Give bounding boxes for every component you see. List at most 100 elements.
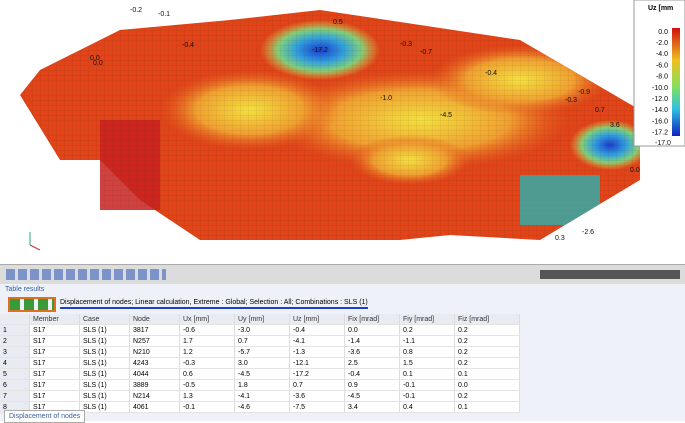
node-value: 0.7 — [595, 107, 605, 114]
table-cell: 0.2 — [455, 391, 520, 402]
table-cell: 1.8 — [235, 380, 290, 391]
column-header: Uy [mm] — [235, 314, 290, 325]
table-cell: -4.5 — [235, 369, 290, 380]
table-cell: 0.8 — [400, 347, 455, 358]
table-cell: 4061 — [130, 402, 180, 413]
node-value: 0.3 — [555, 235, 565, 242]
table-cell: 0.2 — [455, 347, 520, 358]
legend-tick: -8.0 — [656, 74, 668, 81]
table-cell: -1.4 — [345, 336, 400, 347]
table-cell: N257 — [130, 336, 180, 347]
legend-tick: -17.2 — [652, 130, 668, 137]
tab[interactable]: Displacement of nodes — [4, 410, 86, 423]
table-cell: -3.0 — [235, 325, 290, 336]
table-cell: N214 — [130, 391, 180, 402]
table-cell: -1.1 — [400, 336, 455, 347]
row-index: 4 — [0, 358, 30, 369]
node-value: 0.0 — [630, 167, 640, 174]
table-cell: S17 — [30, 358, 80, 369]
table-cell: 3.0 — [235, 358, 290, 369]
3d-view: Uz [mm 0.0 -2.0 -4.0 -6.0 -8.0 -10.0 -12.0 -14.… — [20, 0, 685, 251]
row-index: 7 — [0, 391, 30, 402]
table-cell: 0.0 — [455, 380, 520, 391]
table-cell: -4.6 — [235, 402, 290, 413]
node-value: -0.7 — [420, 49, 432, 56]
table-cell: S17 — [30, 347, 80, 358]
table-cell: 1.3 — [180, 391, 235, 402]
table-cell: 4243 — [130, 358, 180, 369]
table-cell: 0.1 — [455, 369, 520, 380]
legend-tick: -4.0 — [656, 51, 668, 58]
table-cell: 0.4 — [400, 402, 455, 413]
table-cell: 3817 — [130, 325, 180, 336]
axis-x — [29, 244, 41, 251]
table-cell: -4.1 — [235, 391, 290, 402]
table-cell: -0.6 — [180, 325, 235, 336]
table-cell: SLS (1) — [80, 347, 130, 358]
table-cell: 0.7 — [235, 336, 290, 347]
node-value: 0.0 — [93, 60, 103, 67]
table-cell: 0.6 — [180, 369, 235, 380]
column-header: Node — [130, 314, 180, 325]
table-cell: -5.7 — [235, 347, 290, 358]
table-cell: -0.4 — [290, 325, 345, 336]
table-cell: SLS (1) — [80, 391, 130, 402]
view-toolbar — [0, 264, 685, 285]
node-value: -0.4 — [485, 70, 497, 77]
table-cell: S17 — [30, 325, 80, 336]
table-cell: 0.1 — [400, 369, 455, 380]
table-cell: 3889 — [130, 380, 180, 391]
row-index: 2 — [0, 336, 30, 347]
table-cell: -0.1 — [400, 391, 455, 402]
table-cell: -17.2 — [290, 369, 345, 380]
column-header: Ux [mm] — [180, 314, 235, 325]
column-header — [0, 314, 30, 325]
node-value: -0.3 — [565, 97, 577, 104]
table-cell: 0.9 — [345, 380, 400, 391]
table-cell: S17 — [30, 336, 80, 347]
table-cell: 0.2 — [455, 336, 520, 347]
legend: Uz [mm 0.0 -2.0 -4.0 -6.0 -8.0 -10.0 -12.0 -14.… — [633, 0, 685, 147]
table-cell: -12.1 — [290, 358, 345, 369]
table-cell: 0.2 — [455, 325, 520, 336]
legend-tick: -14.0 — [652, 107, 668, 114]
table-cell: 0.2 — [455, 358, 520, 369]
table-cell: -1.3 — [290, 347, 345, 358]
table-cell: 1.2 — [180, 347, 235, 358]
table-cell: S17 — [30, 380, 80, 391]
table-cell: -0.4 — [345, 369, 400, 380]
row-index: 1 — [0, 325, 30, 336]
node-value: -0.3 — [400, 41, 412, 48]
table-cell: -4.1 — [290, 336, 345, 347]
column-header: Fix [mrad] — [345, 314, 400, 325]
node-value: -0.4 — [182, 42, 194, 49]
table-cell: S17 — [30, 369, 80, 380]
node-value: -2.6 — [582, 229, 594, 236]
table-cell: 0.2 — [400, 325, 455, 336]
column-header: Fiy [mrad] — [400, 314, 455, 325]
table-cell: 0.1 — [455, 402, 520, 413]
table-cell: SLS (1) — [80, 325, 130, 336]
table-cell: 1.7 — [180, 336, 235, 347]
table-cell: -0.1 — [180, 402, 235, 413]
table-cell: SLS (1) — [80, 358, 130, 369]
table-cell: SLS (1) — [80, 369, 130, 380]
panel-title: Table results — [5, 286, 45, 293]
table-cell: -3.6 — [345, 347, 400, 358]
table-cell: 1.5 — [400, 358, 455, 369]
toolbar-icons[interactable] — [6, 269, 166, 280]
table-cell: 2.5 — [345, 358, 400, 369]
table-cell: N210 — [130, 347, 180, 358]
node-value: -0.1 — [158, 11, 170, 18]
column-header: Member — [30, 314, 80, 325]
legend-tick: -12.0 — [652, 96, 668, 103]
table-tools[interactable] — [8, 297, 56, 312]
scrollbar[interactable] — [540, 270, 680, 279]
node-value: -4.5 — [440, 112, 452, 119]
node-value: -17.0 — [655, 140, 671, 147]
table-cell: SLS (1) — [80, 336, 130, 347]
table-cell: -0.3 — [180, 358, 235, 369]
table-cell: -7.5 — [290, 402, 345, 413]
table-cell: 0.7 — [290, 380, 345, 391]
